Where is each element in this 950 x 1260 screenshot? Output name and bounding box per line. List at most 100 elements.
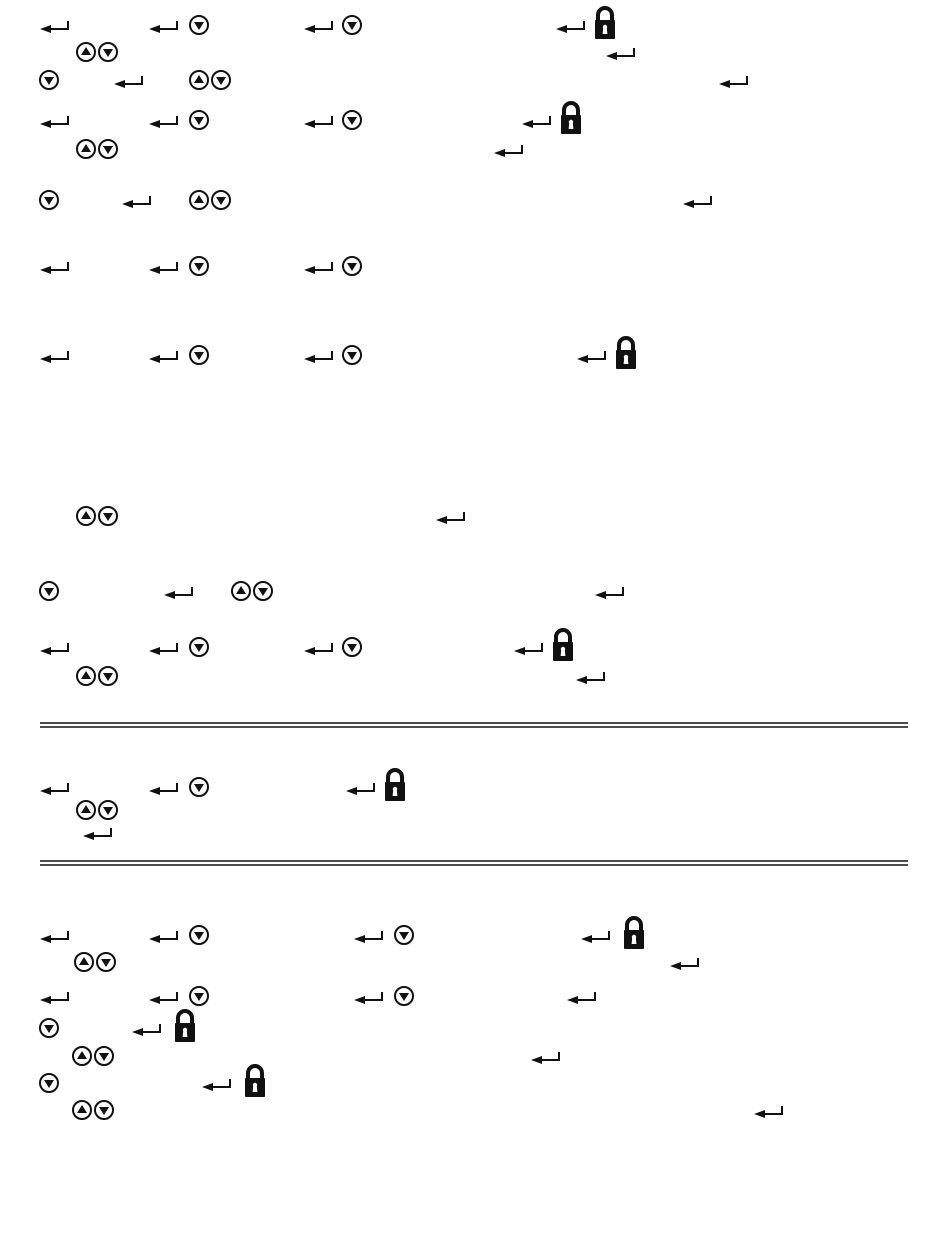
enter-icon bbox=[303, 115, 333, 129]
enter-icon bbox=[521, 115, 551, 129]
enter-icon bbox=[82, 827, 112, 841]
up-button-icon bbox=[74, 952, 94, 972]
down-button-icon bbox=[342, 110, 362, 130]
enter-icon bbox=[148, 350, 178, 364]
enter-icon bbox=[513, 642, 543, 656]
enter-icon bbox=[39, 350, 69, 364]
enter-icon bbox=[39, 261, 69, 275]
lock-icon bbox=[243, 1064, 267, 1099]
icon-row bbox=[39, 101, 583, 136]
down-button-icon bbox=[39, 1018, 59, 1038]
lock-icon bbox=[173, 1009, 197, 1044]
enter-icon bbox=[303, 350, 333, 364]
enter-icon bbox=[303, 642, 333, 656]
down-button-icon bbox=[342, 345, 362, 365]
enter-icon bbox=[39, 115, 69, 129]
enter-icon bbox=[39, 782, 69, 796]
enter-icon bbox=[303, 20, 333, 34]
up-button-icon bbox=[76, 800, 96, 820]
icon-row bbox=[39, 336, 638, 371]
enter-icon bbox=[148, 782, 178, 796]
enter-icon bbox=[148, 991, 178, 1005]
down-button-icon bbox=[94, 1046, 114, 1066]
up-button-icon bbox=[72, 1100, 92, 1120]
up-button-icon bbox=[76, 139, 96, 159]
down-button-icon bbox=[211, 70, 231, 90]
down-button-icon bbox=[211, 190, 231, 210]
enter-icon bbox=[566, 991, 596, 1005]
down-button-icon bbox=[189, 637, 209, 657]
enter-icon bbox=[493, 144, 523, 158]
up-button-icon bbox=[76, 666, 96, 686]
down-button-icon bbox=[39, 70, 59, 90]
icon-row bbox=[76, 506, 465, 526]
down-button-icon bbox=[98, 42, 118, 62]
down-button-icon bbox=[98, 139, 118, 159]
icon-row bbox=[76, 666, 605, 686]
icon-row bbox=[39, 190, 712, 210]
lock-icon bbox=[622, 916, 646, 951]
enter-icon bbox=[576, 350, 606, 364]
icon-row bbox=[72, 1046, 560, 1066]
down-button-icon bbox=[39, 1073, 59, 1093]
up-button-icon bbox=[72, 1046, 92, 1066]
icon-row bbox=[39, 986, 596, 1006]
down-button-icon bbox=[394, 986, 414, 1006]
down-button-icon bbox=[189, 345, 209, 365]
enter-icon bbox=[353, 991, 383, 1005]
enter-icon bbox=[580, 930, 610, 944]
enter-icon bbox=[575, 671, 605, 685]
down-button-icon bbox=[98, 506, 118, 526]
down-button-icon bbox=[94, 1100, 114, 1120]
down-button-icon bbox=[394, 925, 414, 945]
enter-icon bbox=[753, 1105, 783, 1119]
icon-row bbox=[39, 1064, 267, 1099]
lock-icon bbox=[383, 768, 407, 803]
enter-icon bbox=[353, 930, 383, 944]
icon-row bbox=[39, 6, 617, 41]
enter-icon bbox=[594, 586, 624, 600]
lock-icon bbox=[551, 628, 575, 663]
down-button-icon bbox=[189, 777, 209, 797]
down-button-icon bbox=[39, 581, 59, 601]
enter-icon bbox=[39, 991, 69, 1005]
enter-icon bbox=[682, 195, 712, 209]
enter-icon bbox=[201, 1078, 231, 1092]
divider bbox=[40, 722, 908, 728]
down-button-icon bbox=[98, 800, 118, 820]
icon-row bbox=[39, 768, 407, 803]
enter-icon bbox=[148, 20, 178, 34]
down-button-icon bbox=[189, 110, 209, 130]
lock-icon bbox=[559, 101, 583, 136]
enter-icon bbox=[148, 261, 178, 275]
enter-icon bbox=[148, 930, 178, 944]
lock-icon bbox=[614, 336, 638, 371]
icon-row bbox=[82, 827, 112, 841]
icon-row bbox=[39, 581, 624, 601]
enter-icon bbox=[39, 642, 69, 656]
down-button-icon bbox=[189, 986, 209, 1006]
down-button-icon bbox=[98, 666, 118, 686]
up-button-icon bbox=[189, 70, 209, 90]
icon-row bbox=[39, 628, 575, 663]
down-button-icon bbox=[39, 190, 59, 210]
enter-icon bbox=[669, 957, 699, 971]
down-button-icon bbox=[253, 581, 273, 601]
down-button-icon bbox=[189, 256, 209, 276]
icon-row bbox=[74, 952, 699, 972]
enter-icon bbox=[555, 20, 585, 34]
enter-icon bbox=[148, 115, 178, 129]
icon-row bbox=[39, 70, 748, 90]
down-button-icon bbox=[342, 637, 362, 657]
enter-icon bbox=[148, 642, 178, 656]
up-button-icon bbox=[76, 42, 96, 62]
down-button-icon bbox=[189, 15, 209, 35]
icon-row bbox=[76, 800, 118, 820]
down-button-icon bbox=[189, 925, 209, 945]
down-button-icon bbox=[342, 256, 362, 276]
enter-icon bbox=[113, 75, 143, 89]
divider bbox=[40, 860, 908, 866]
icon-row bbox=[72, 1100, 783, 1120]
